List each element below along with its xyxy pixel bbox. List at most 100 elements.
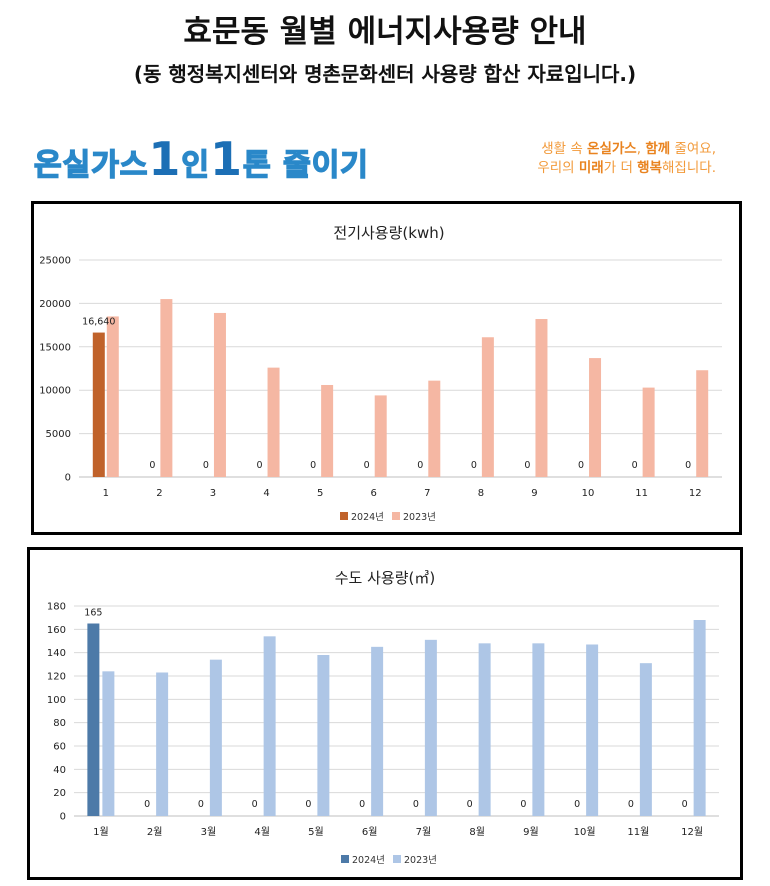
data-label: 0 [524, 460, 530, 471]
campaign-slogan-logo: 온실가스1인1톤 줄이기 [33, 132, 369, 186]
page-title: 효문동 월별 에너지사용량 안내 [183, 14, 587, 50]
data-label: 0 [632, 460, 638, 471]
tagline-line-1: 생활 속 온실가스, 함께 줄여요, [537, 140, 716, 159]
bar-2023년 [639, 663, 652, 816]
bar-2023년 [532, 643, 545, 816]
tagline-text: 해집니다. [662, 160, 716, 176]
x-tick-label: 8 [478, 488, 484, 499]
x-tick-label: 3 [210, 488, 216, 499]
bar-2023년 [209, 659, 222, 816]
x-tick-label: 10월 [574, 826, 596, 838]
legend-label: 2024년 [351, 512, 384, 523]
x-tick-label: 4월 [254, 826, 270, 838]
x-tick-label: 10 [582, 488, 595, 499]
bar-2023년 [371, 646, 384, 816]
tagline-text: , [636, 141, 646, 157]
tagline-emphasis: 함께 [645, 141, 671, 157]
y-tick-label: 120 [47, 672, 66, 683]
bar-2023년 [156, 672, 169, 816]
electricity-chart-panel: 전기사용량(kwh) 0 5000 10000 15000 20000 25000 16,64… [31, 201, 742, 535]
x-tick-label: 7월 [416, 826, 432, 838]
legend-swatch [392, 512, 400, 520]
y-tick-label: 10000 [39, 386, 71, 397]
data-label: 0 [144, 799, 150, 810]
tagline-emphasis: 행복 [637, 160, 663, 176]
data-label: 0 [520, 799, 526, 810]
legend-swatch [341, 855, 349, 863]
bar-2023년 [321, 384, 334, 477]
tagline-text: 줄여요, [670, 141, 716, 157]
y-tick-label: 140 [47, 648, 66, 659]
y-tick-label: 80 [53, 718, 66, 729]
x-tick-label: 1월 [93, 826, 109, 838]
data-label: 0 [685, 460, 691, 471]
data-label: 0 [682, 799, 688, 810]
tagline-text: 우리의 [537, 160, 579, 176]
bar-2023년 [213, 312, 226, 477]
data-label: 0 [574, 799, 580, 810]
x-tick-label: 9월 [523, 826, 539, 838]
bar-2023년 [317, 655, 330, 816]
y-tick-label: 0 [65, 473, 71, 484]
y-tick-label: 160 [47, 625, 66, 636]
data-label: 0 [467, 799, 473, 810]
bar-2023년 [693, 620, 706, 816]
slogan-number: 1 [210, 132, 244, 186]
bar-2024년 [92, 332, 105, 477]
x-tick-label: 12 [689, 488, 702, 499]
tagline-line-2: 우리의 미래가 더 행복해집니다. [537, 159, 716, 178]
legend-swatch [393, 855, 401, 863]
x-tick-label: 5월 [308, 826, 324, 838]
x-tick-label: 3월 [201, 826, 217, 838]
bar-2023년 [696, 370, 709, 477]
x-tick-label: 9 [531, 488, 537, 499]
data-label: 0 [305, 799, 311, 810]
data-label: 0 [364, 460, 370, 471]
data-label: 0 [203, 460, 209, 471]
tagline-emphasis: 온실가스 [587, 141, 637, 157]
data-label: 0 [471, 460, 477, 471]
bar-2023년 [586, 644, 599, 816]
y-tick-label: 25000 [39, 256, 71, 267]
bar-2023년 [428, 380, 441, 477]
chart-title: 전기사용량(kwh) [333, 224, 444, 242]
x-tick-label: 12월 [681, 826, 703, 838]
x-tick-label: 8월 [469, 826, 485, 838]
water-chart: 수도 사용량(㎥) 0 20 40 60 80 100 120 140 160 180 165 1월 0 2… [47, 569, 719, 866]
legend-label: 2023년 [403, 512, 436, 523]
y-tick-label: 0 [60, 812, 66, 823]
bar-2023년 [160, 299, 173, 477]
y-tick-label: 15000 [39, 342, 71, 353]
electricity-chart: 전기사용량(kwh)050001000015000200002500016,64… [39, 224, 722, 523]
bar-2023년 [478, 643, 491, 816]
y-tick-label: 100 [47, 695, 66, 706]
data-label: 0 [257, 460, 263, 471]
data-label: 0 [198, 799, 204, 810]
slogan-part: 온실가스 [33, 147, 149, 184]
bar-2023년 [642, 387, 655, 477]
bar-2023년 [481, 337, 494, 477]
bar-2023년 [535, 319, 548, 477]
legend-swatch [340, 512, 348, 520]
bar-2023년 [589, 358, 602, 477]
data-label: 0 [310, 460, 316, 471]
slogan-part: 톤 줄이기 [242, 147, 369, 184]
data-label: 0 [578, 460, 584, 471]
bar-2023년 [106, 316, 119, 477]
water-chart-panel: 수도 사용량(㎥) 0 20 40 60 80 100 120 140 160 180 165 1월 0 2… [27, 547, 743, 880]
campaign-banner: 온실가스1인1톤 줄이기 생활 속 온실가스, 함께 줄여요, 우리의 미래가 … [33, 128, 736, 194]
x-tick-label: 6 [371, 488, 377, 499]
y-tick-label: 5000 [46, 429, 71, 440]
tagline-emphasis: 미래 [578, 160, 604, 176]
x-tick-label: 5 [317, 488, 323, 499]
chart-title: 수도 사용량(㎥) [335, 569, 435, 587]
y-tick-label: 20000 [39, 299, 71, 310]
tagline-text: 생활 속 [541, 141, 588, 157]
data-label: 0 [413, 799, 419, 810]
data-label: 0 [628, 799, 634, 810]
data-label: 16,640 [82, 317, 115, 328]
data-label: 0 [417, 460, 423, 471]
bar-2024년 [87, 623, 100, 816]
x-tick-label: 11 [635, 488, 648, 499]
y-tick-label: 40 [53, 765, 66, 776]
